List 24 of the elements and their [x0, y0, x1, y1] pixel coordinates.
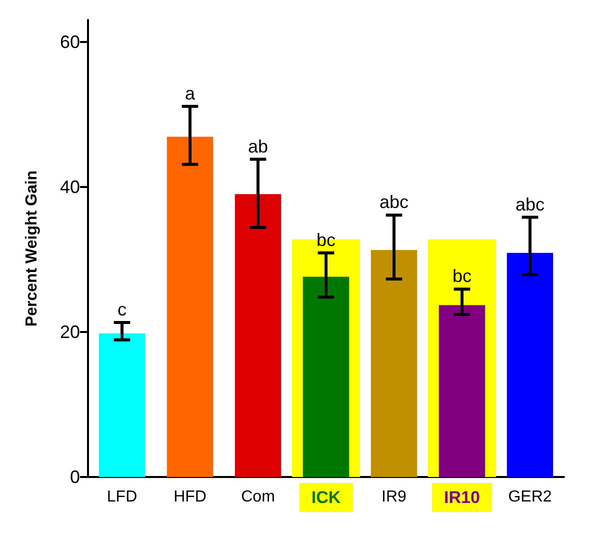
- x-tick-label: IR9: [382, 488, 407, 506]
- x-tick-label: ICK: [311, 488, 342, 507]
- y-tick-label: 20: [60, 322, 80, 342]
- bar: [166, 136, 214, 477]
- bar: [438, 305, 486, 477]
- bar: [98, 333, 146, 477]
- data-label: abc: [379, 192, 409, 212]
- y-tick-label: 40: [60, 176, 80, 197]
- data-label: abc: [515, 194, 545, 214]
- data-label: ab: [248, 136, 268, 156]
- y-tick-label: 0: [70, 467, 80, 487]
- data-label: c: [118, 299, 126, 320]
- y-axis-title: Percent Weight Gain: [24, 170, 40, 327]
- x-tick-label: HFD: [174, 488, 206, 506]
- x-tick-label: Com: [241, 488, 275, 506]
- bar: [506, 252, 554, 477]
- bar: [370, 250, 418, 477]
- x-tick-label: IR10: [444, 488, 480, 507]
- data-label: bc: [452, 266, 472, 286]
- x-tick-label: GER2: [508, 488, 552, 506]
- y-tick-label: 60: [60, 32, 80, 52]
- x-tick-label: LFD: [106, 488, 138, 506]
- bar: [234, 194, 282, 477]
- data-label: a: [184, 83, 196, 104]
